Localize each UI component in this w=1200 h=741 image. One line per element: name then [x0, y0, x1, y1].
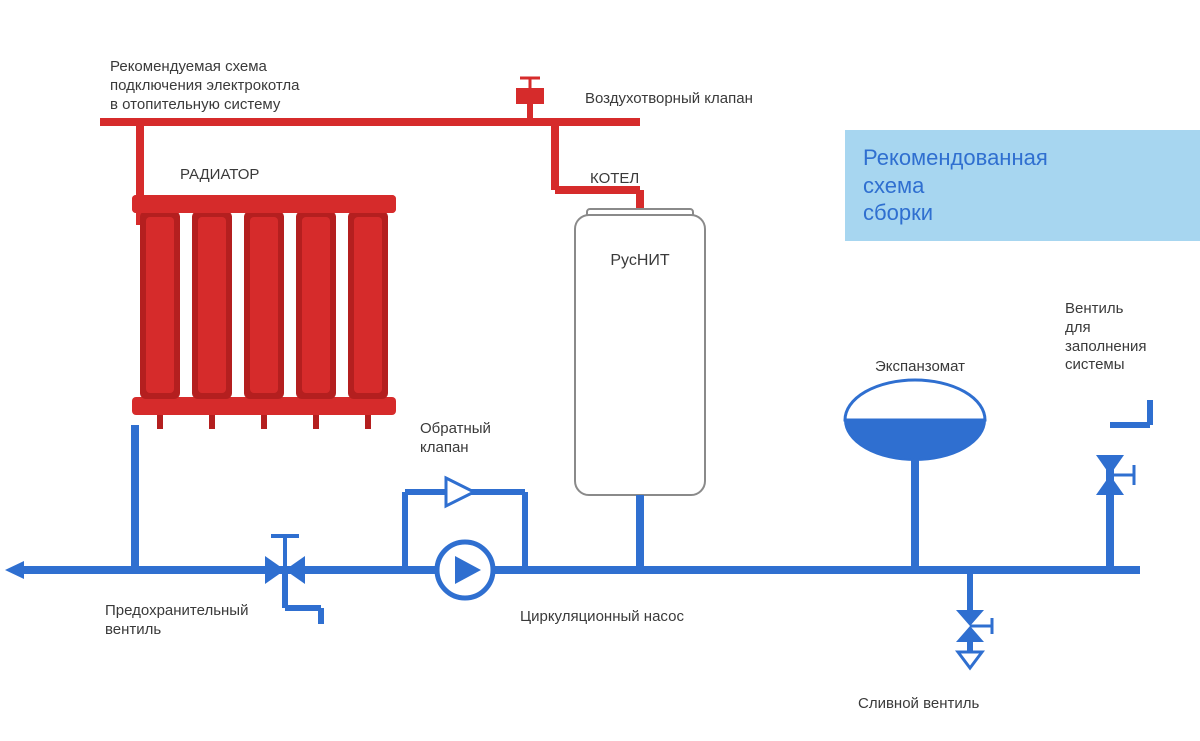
drain-outlet [958, 652, 982, 668]
label-check_valve: Обратныйклапан [420, 420, 491, 458]
label-drain_valve: Сливной вентиль [858, 695, 979, 714]
label-fill_valve: Вентильдлязаполнениясистемы [1065, 300, 1147, 375]
label-boiler: КОТЕЛ [590, 170, 639, 189]
expansion-bottom [845, 420, 985, 460]
expansion-top [845, 380, 985, 420]
boiler-brand: РусНИТ [610, 252, 670, 269]
label-pump: Циркуляционный насос [520, 608, 684, 627]
fill-valve-top [1096, 455, 1124, 475]
air-valve-cap [516, 88, 544, 104]
label-scheme_note: Рекомендуемая схемаподключения электроко… [110, 58, 300, 114]
radiator [132, 195, 396, 429]
label-air_valve: Воздухотворный клапан [585, 90, 753, 109]
label-expansion: Экспанзомат [875, 358, 965, 377]
check-valve [446, 478, 474, 506]
flow-arrow-left [5, 561, 24, 579]
label-radiator: РАДИАТОР [180, 166, 259, 185]
fill-valve-bottom [1096, 475, 1124, 495]
label-safety_valve: Предохранительныйвентиль [105, 602, 248, 640]
title-box: Рекомендованнаясхемасборки [845, 130, 1200, 241]
